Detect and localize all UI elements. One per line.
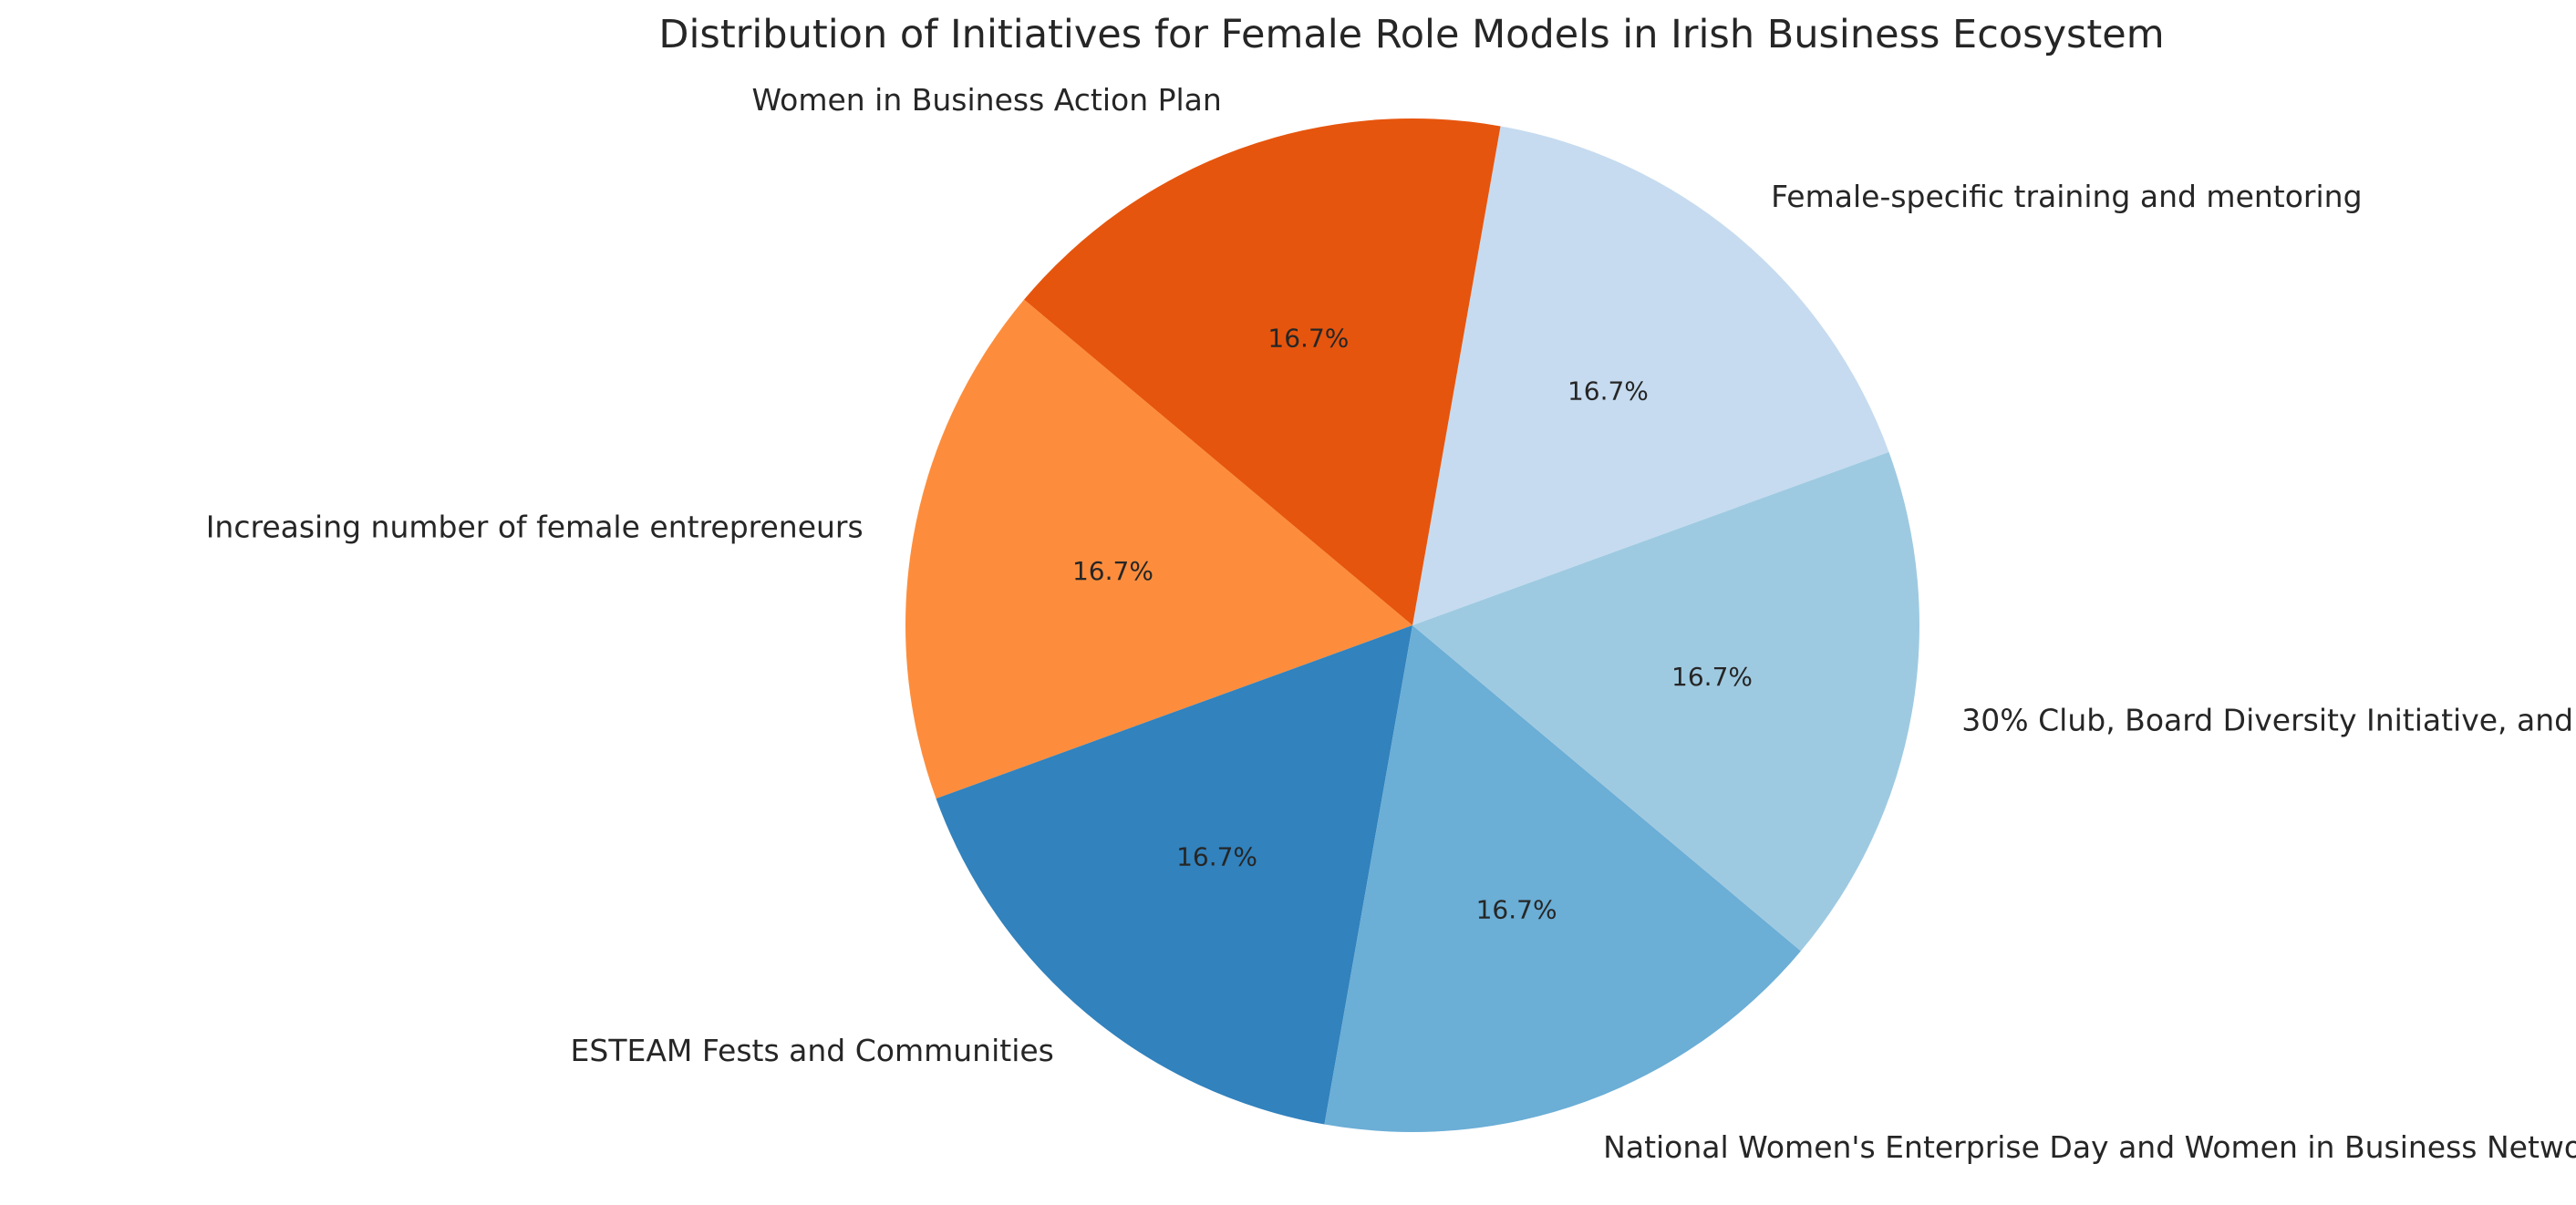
chart-title: Distribution of Initiatives for Female R… [658,12,2164,57]
slice-label: 30% Club, Board Diversity Initiative, an… [1961,703,2576,738]
pie-slice [936,625,1412,1125]
pie-slice [1412,126,1889,625]
slice-percent-label: 16.7% [1267,324,1349,354]
slice-percent-label: 16.7% [1671,662,1753,692]
slice-percent-label: 16.7% [1176,842,1257,872]
pie-slice [1412,451,1919,952]
slice-label: ESTEAM Fests and Communities [571,1033,1054,1068]
slice-labels: Increasing number of female entrepreneur… [206,82,2576,1165]
slice-percent-label: 16.7% [1476,894,1557,924]
pie-slice [1324,625,1801,1132]
slice-percent-label: 16.7% [1072,556,1154,586]
pie-slices [905,118,1919,1132]
slice-label: Increasing number of female entrepreneur… [206,509,864,544]
pie-slice [1024,118,1501,625]
slice-label: National Women's Enterprise Day and Wome… [1603,1129,2576,1165]
slice-percent-labels: 16.7% 16.7% 16.7% 16.7% 16.7% 16.7% [1072,324,1753,925]
slice-percent-label: 16.7% [1567,376,1649,406]
slice-label: Female-specific training and mentoring [1771,179,2362,214]
slice-label: Women in Business Action Plan [751,82,1221,118]
pie-slice [905,299,1412,799]
